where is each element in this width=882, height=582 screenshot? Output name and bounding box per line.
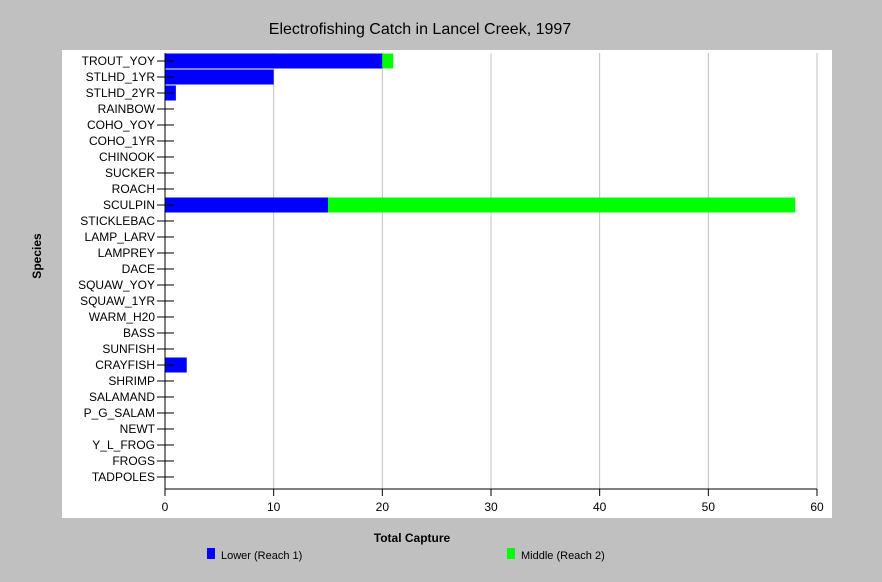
y-tick-label: TROUT_YOY (82, 54, 155, 68)
y-tick-label: LAMP_LARV (85, 230, 155, 244)
x-tick-label: 60 (810, 500, 824, 514)
x-tick-label: 50 (702, 500, 716, 514)
x-tick-label: 40 (593, 500, 607, 514)
x-tick-label: 0 (162, 500, 169, 514)
axes (157, 53, 818, 496)
y-tick-label: FROGS (112, 454, 155, 468)
y-tick-label: SQUAW_1YR (80, 294, 155, 308)
y-tick-label: NEWT (120, 422, 156, 436)
y-tick-label: BASS (123, 326, 155, 340)
chart-title: Electrofishing Catch in Lancel Creek, 19… (269, 21, 571, 38)
y-tick-label: STICKLEBAC (80, 214, 155, 228)
y-tick-label: WARM_H20 (89, 310, 156, 324)
y-tick-label: CRAYFISH (95, 358, 155, 372)
legend-label-1: Lower (Reach 1) (221, 550, 302, 562)
bar-trout-yoy-series-2 (382, 53, 394, 69)
y-tick-label: TADPOLES (92, 470, 155, 484)
y-tick-label: ROACH (112, 182, 155, 196)
x-tick-labels: 0 10 20 30 40 50 60 (162, 500, 824, 514)
bars (165, 53, 796, 373)
y-tick-label: P_G_SALAM (84, 406, 155, 420)
y-tick-label: STLHD_1YR (86, 70, 156, 84)
y-tick-label: STLHD_2YR (86, 86, 156, 100)
y-tick-labels: TROUT_YOY STLHD_1YR STLHD_2YR RAINBOW COHO_Y… (78, 54, 156, 484)
bar-stlhd-1yr-series-1 (165, 69, 274, 85)
y-tick-label: Y_L_FROG (92, 438, 155, 452)
legend: Lower (Reach 1) Middle (Reach 2) (207, 548, 605, 562)
gridlines (273, 53, 818, 489)
y-tick-label: COHO_1YR (89, 134, 155, 148)
y-tick-label: SCULPIN (103, 198, 155, 212)
plot-area (62, 50, 832, 518)
y-tick-label: SUNFISH (102, 342, 155, 356)
legend-label-2: Middle (Reach 2) (521, 550, 605, 562)
y-tick-label: SALAMAND (89, 390, 155, 404)
y-tick-label: CHINOOK (99, 150, 155, 164)
bar-sculpin-series-1 (165, 197, 328, 213)
y-tick-label: RAINBOW (98, 102, 156, 116)
bar-crayfish-series-1 (165, 357, 187, 373)
legend-swatch-1 (207, 548, 215, 559)
x-tick-label: 10 (267, 500, 281, 514)
x-tick-label: 30 (484, 500, 498, 514)
bar-trout-yoy-series-1 (165, 53, 383, 69)
bar-sculpin-series-2 (328, 197, 796, 213)
y-axis-title: Species (30, 233, 44, 279)
legend-swatch-2 (507, 548, 515, 559)
y-tick-label: COHO_YOY (87, 118, 155, 132)
y-tick-label: SUCKER (105, 166, 155, 180)
y-tick-label: SHRIMP (108, 374, 155, 388)
y-tick-label: SQUAW_YOY (78, 278, 155, 292)
y-tick-label: DACE (122, 262, 155, 276)
y-tick-label: LAMPREY (98, 246, 155, 260)
x-tick-label: 20 (376, 500, 390, 514)
x-axis-title: Total Capture (374, 531, 451, 545)
